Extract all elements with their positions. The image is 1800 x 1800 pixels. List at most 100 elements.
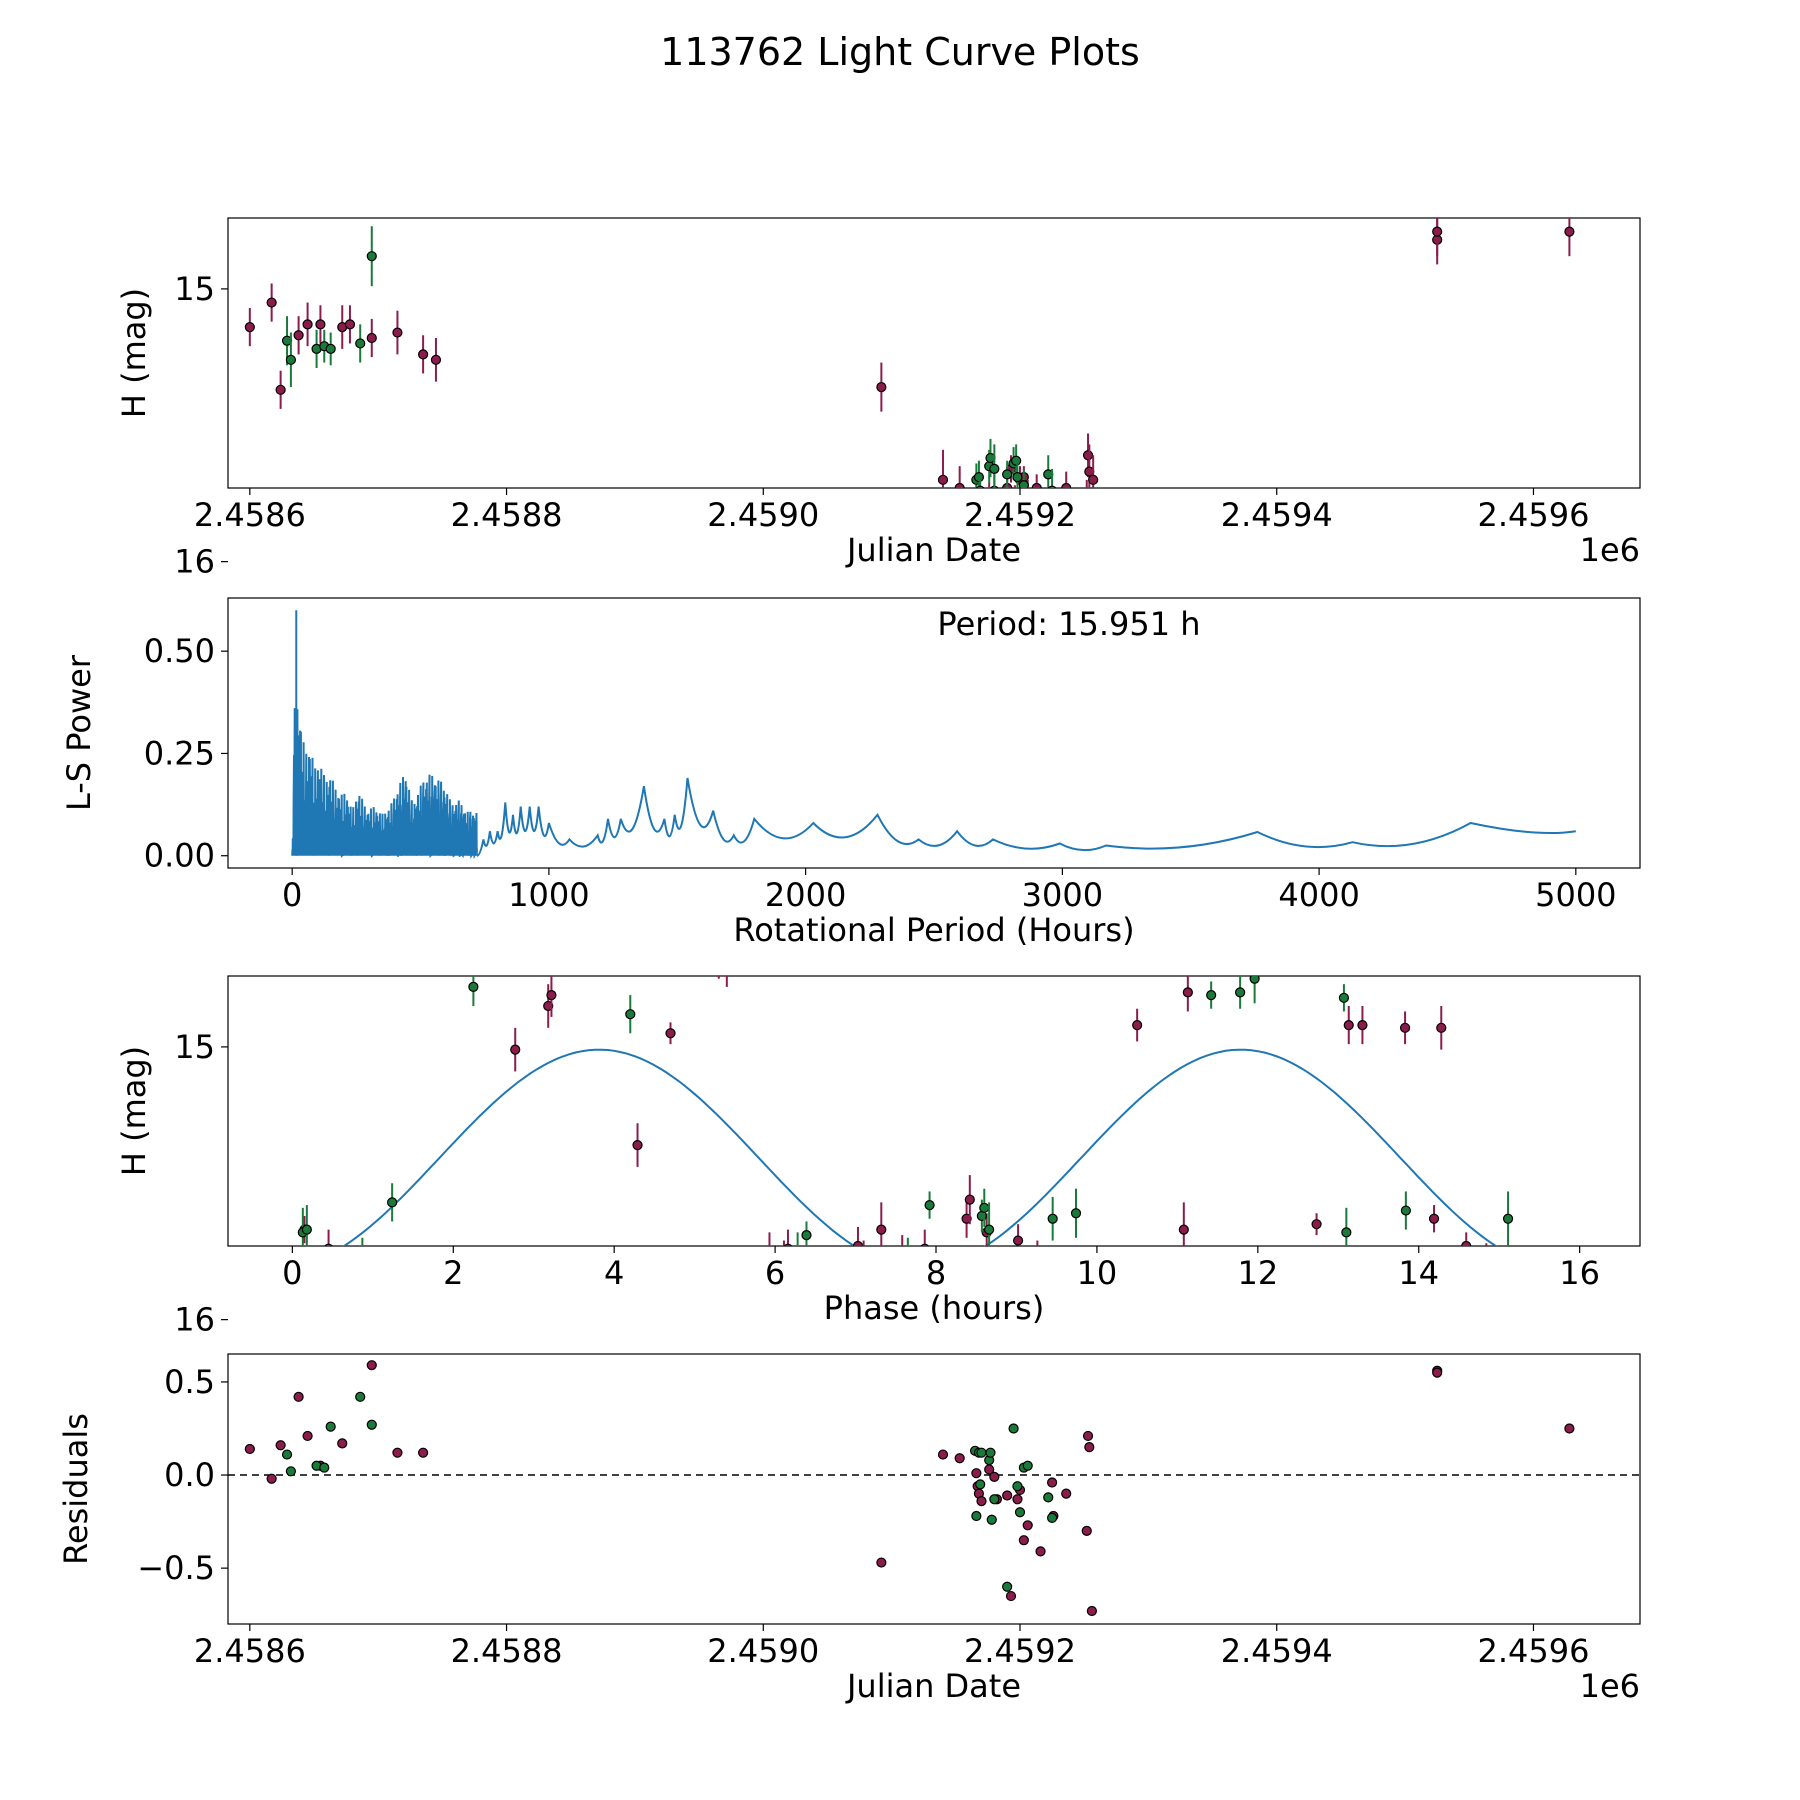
data-point-g <box>1235 987 1246 998</box>
period-annotation: Period: 15.951 h <box>937 605 1200 643</box>
data-point-r <box>1033 1263 1042 1272</box>
data-point-r <box>1084 1442 1095 1453</box>
data-point-r <box>1018 1535 1029 1546</box>
axes-residuals: 2.4586 2.4588 2.4590 2.4592 2.4594 2.4596 −0.5… <box>57 1353 1641 1705</box>
data-point-r <box>1012 1494 1023 1505</box>
data-point-g <box>801 1229 812 1241</box>
data-point-r <box>315 319 326 330</box>
x-offset-label: 1e6 <box>1580 1667 1640 1705</box>
y-tick-label: 0.25 <box>144 734 215 772</box>
data-point-r <box>546 989 557 1001</box>
data-point-r <box>1082 450 1094 461</box>
data-point-g <box>387 1197 398 1208</box>
data-point-g <box>986 1514 997 1525</box>
data-point-r <box>971 1468 982 1479</box>
data-point-g <box>468 981 479 993</box>
data-point-r <box>244 321 255 333</box>
data-point-g <box>355 1391 366 1402</box>
data-point-g <box>625 1009 636 1020</box>
data-point-r <box>275 1440 286 1451</box>
data-point-r <box>937 474 949 485</box>
data-point-g <box>1502 1213 1514 1224</box>
data-point-g <box>973 471 985 483</box>
data-point-r <box>934 1326 943 1335</box>
x-tick-label: 14 <box>1398 1254 1439 1292</box>
data-point-g <box>1014 1507 1026 1518</box>
plot-frame <box>227 1353 1641 1625</box>
periodogram-humps <box>476 777 1576 857</box>
data-point-r <box>418 1447 429 1458</box>
data-point-r <box>1049 568 1058 577</box>
x-offset-label: 1e6 <box>1580 531 1640 569</box>
data-point-r <box>1012 1235 1024 1246</box>
data-point-r <box>1343 1019 1354 1031</box>
data-point-r <box>430 354 442 365</box>
fit-curve <box>342 1048 1498 1246</box>
data-point-r <box>293 330 304 341</box>
data-point-r <box>714 950 723 959</box>
y-tick-label: 0.50 <box>144 632 215 670</box>
data-point-r <box>1035 1546 1046 1557</box>
axes-phased: 0 2 4 6 8 10 12 14 16 15 16 Phase (hours) H (mag) <box>115 975 1641 1339</box>
data-point-r <box>976 1496 987 1507</box>
data-point-g <box>985 1447 996 1458</box>
data-point-r <box>1432 1367 1443 1378</box>
data-point-r <box>665 1028 676 1039</box>
data-point-r <box>302 319 313 330</box>
data-point-g <box>1012 471 1023 483</box>
plot-frame <box>227 217 1641 489</box>
data-point-r <box>859 1252 868 1261</box>
x-tick-label: 2.4592 <box>964 496 1076 534</box>
x-tick-label: 0 <box>282 876 302 914</box>
periodogram-dense <box>291 708 478 860</box>
data-point-g <box>1241 933 1250 942</box>
figure-title: 113762 Light Curve Plots <box>660 30 1140 74</box>
data-point-g <box>975 1479 986 1490</box>
data-point-g <box>358 1252 367 1261</box>
data-point-r <box>590 950 599 959</box>
data-point-r <box>302 1430 313 1442</box>
x-tick-label: 2.4590 <box>707 1632 819 1670</box>
data-point-g <box>325 343 336 355</box>
data-point-r <box>989 1471 1000 1482</box>
data-point-g <box>1400 1205 1411 1216</box>
x-axis-label: Phase (hours) <box>824 1289 1045 1327</box>
axes-periodogram: 0 1000 2000 3000 4000 5000 0.00 0.25 0.50 Rotatio… <box>60 597 1641 949</box>
x-tick-label: 2000 <box>765 876 846 914</box>
data-point-r <box>1399 1022 1411 1033</box>
data-point-r <box>1061 1488 1072 1499</box>
y-axis-label: L-S Power <box>60 654 98 811</box>
data-point-r <box>1086 1605 1097 1617</box>
x-tick-label: 4 <box>604 1254 624 1292</box>
x-tick-label: 2.4594 <box>1221 1632 1333 1670</box>
x-tick-label: 10 <box>1077 1254 1118 1292</box>
data-point-r <box>722 958 731 967</box>
data-point-r <box>266 297 277 308</box>
points-lightcurve <box>244 218 1575 577</box>
y-tick-label: −0.5 <box>137 1549 215 1587</box>
x-tick-label: 6 <box>765 1254 785 1292</box>
plot-frame <box>227 975 1641 1247</box>
data-point-g <box>355 338 366 349</box>
y-tick-label: 15 <box>174 1028 215 1066</box>
data-point-r <box>344 319 356 330</box>
data-point-r <box>1357 1019 1368 1031</box>
data-point-g <box>1002 1581 1013 1592</box>
y-tick-label: 15 <box>174 270 215 308</box>
data-point-r <box>1088 474 1099 485</box>
x-tick-label: 2.4588 <box>451 496 563 534</box>
data-point-g <box>1070 1208 1082 1219</box>
x-tick-label: 2.4596 <box>1477 496 1589 534</box>
data-point-r <box>1002 1490 1013 1501</box>
data-point-r <box>1461 1240 1472 1246</box>
y-axis-label: H (mag) <box>115 1046 153 1176</box>
x-axis-label: Julian Date <box>845 1667 1021 1705</box>
x-tick-label: 1000 <box>508 876 589 914</box>
data-point-r <box>510 1044 521 1055</box>
data-point-g <box>1002 469 1013 480</box>
data-point-r <box>1132 1019 1143 1031</box>
x-tick-label: 4000 <box>1278 876 1359 914</box>
data-point-r <box>392 1447 403 1458</box>
points-residuals <box>244 1360 1575 1617</box>
